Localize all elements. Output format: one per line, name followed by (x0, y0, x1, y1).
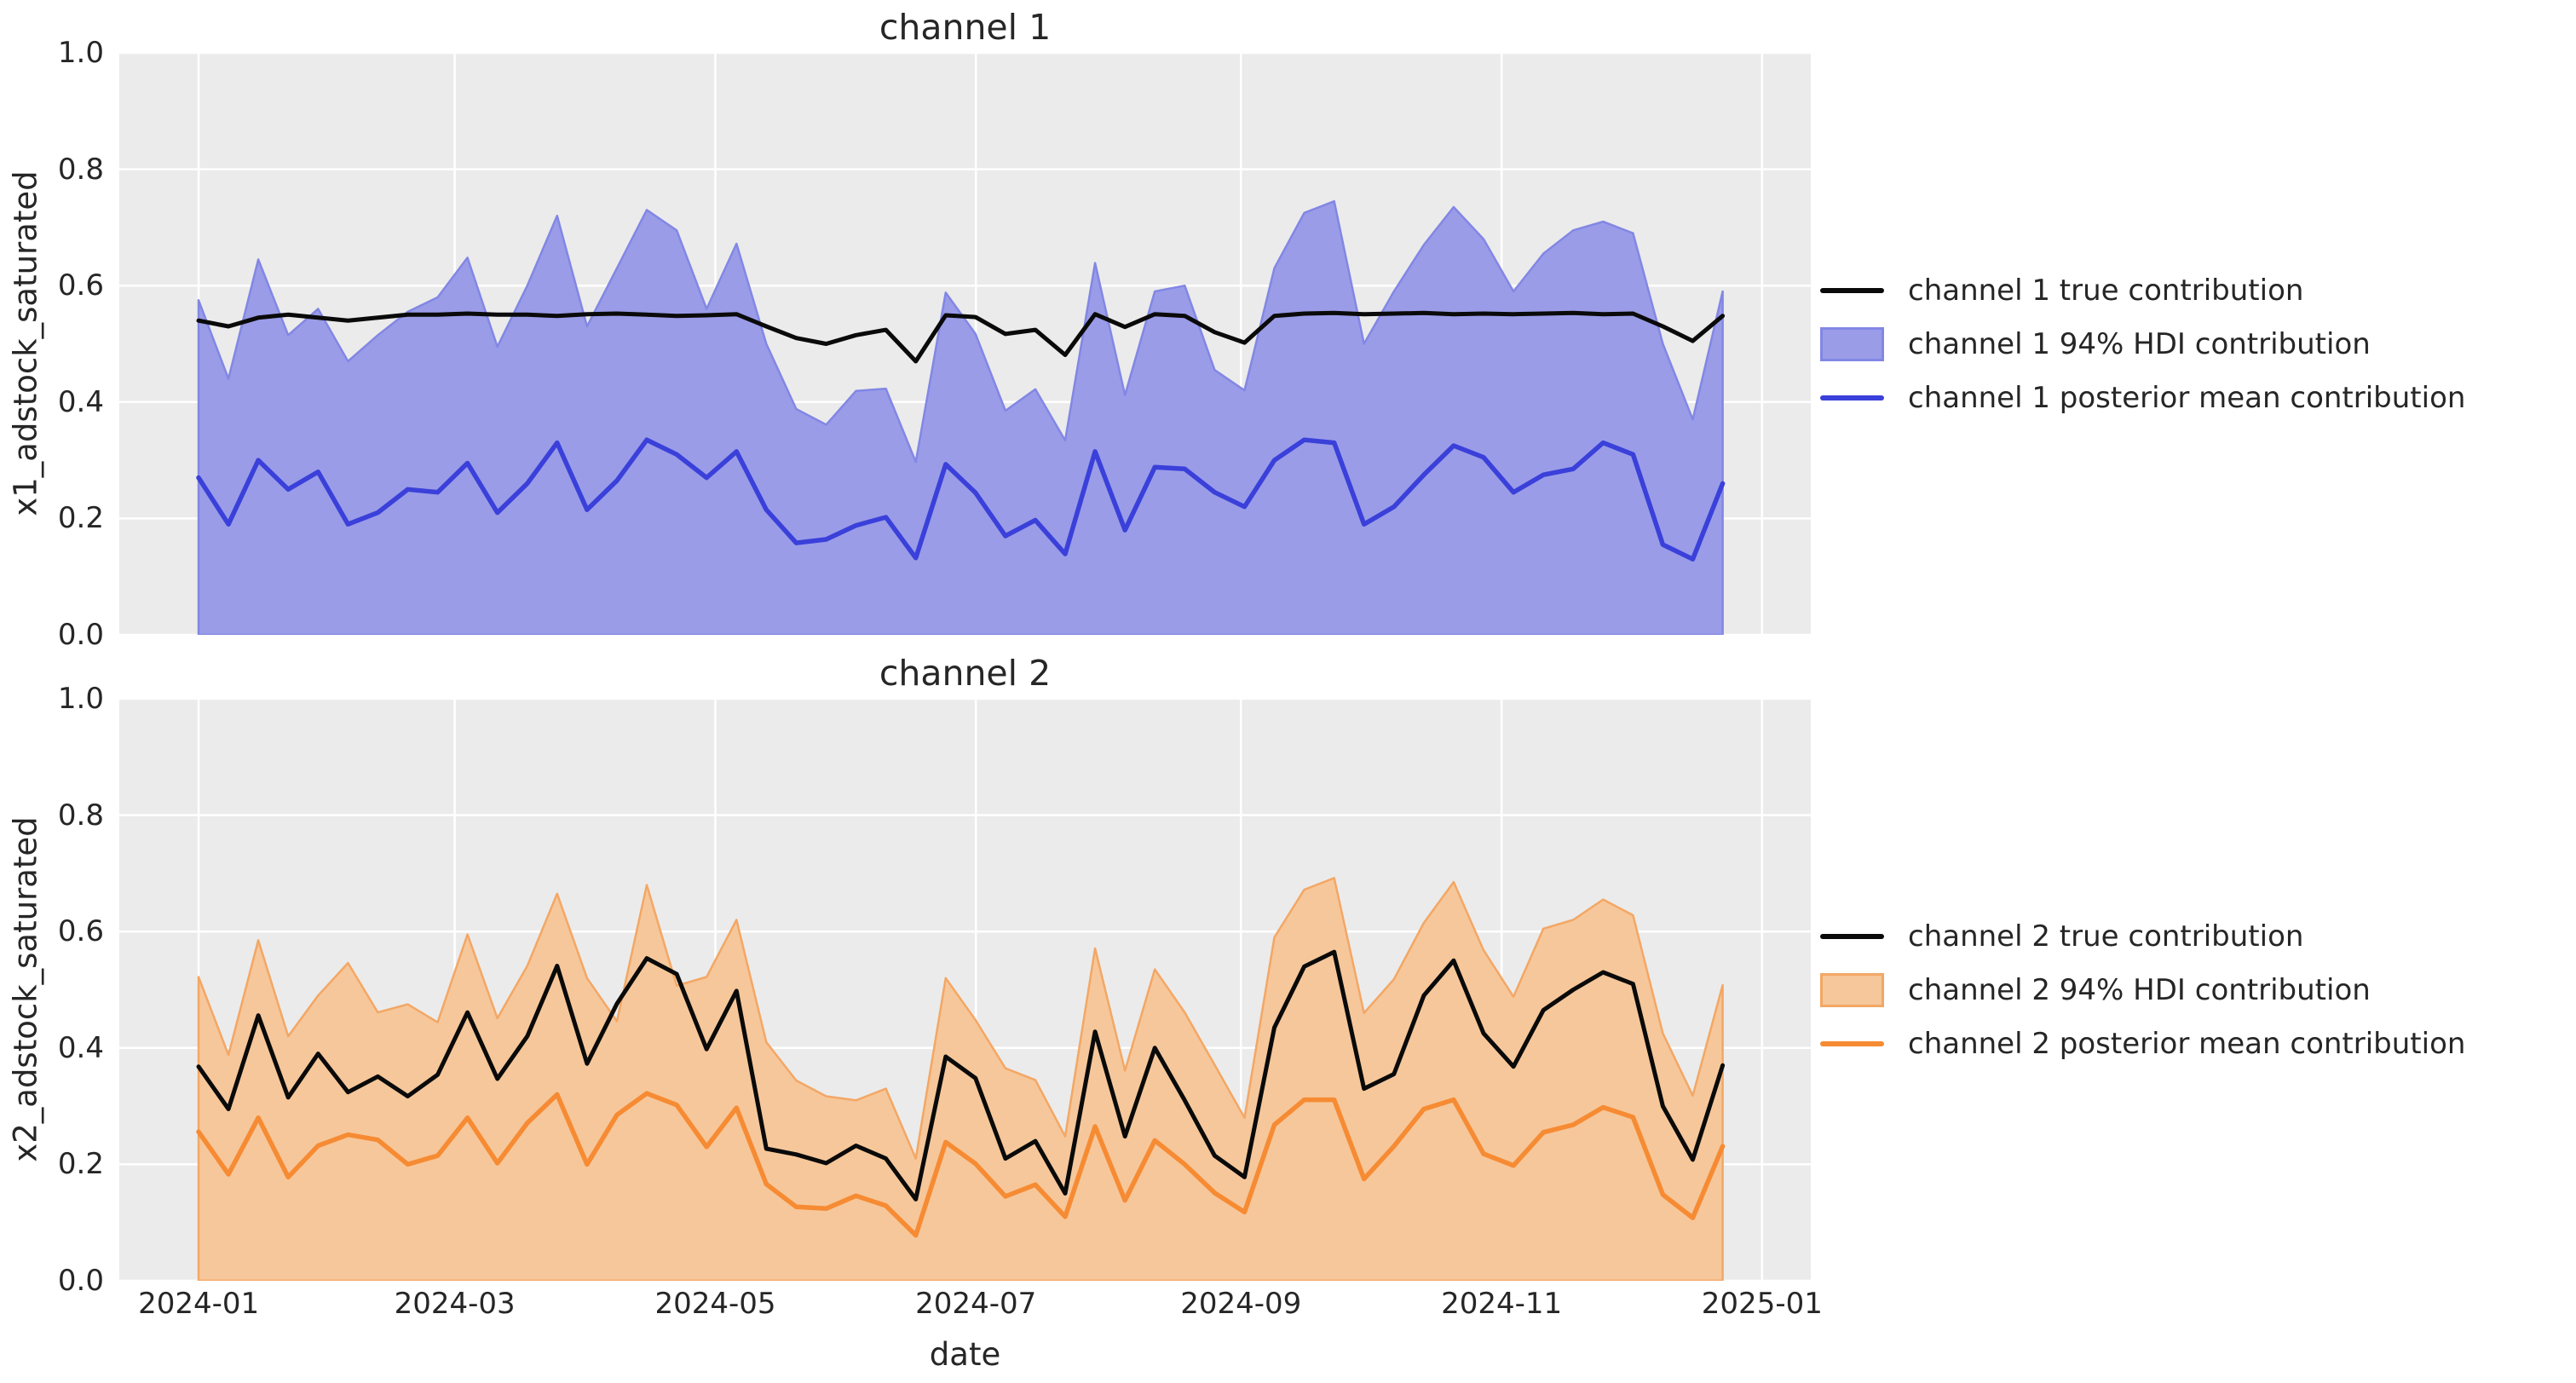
legend-label: channel 2 posterior mean contribution (1908, 1026, 2466, 1061)
y-tick-label: 0.6 (57, 914, 104, 949)
legend-label: channel 1 94% HDI contribution (1908, 326, 2371, 361)
subplot1-title: channel 1 (879, 7, 1052, 48)
x-axis-label: date (929, 1336, 1001, 1373)
y-tick-label: 1.0 (57, 682, 104, 716)
x-tick-label: 2024-09 (1180, 1287, 1302, 1321)
x-tick-label: 2025-01 (1701, 1287, 1823, 1321)
y-tick-label: 0.2 (57, 1147, 104, 1182)
subplot1-canvas (119, 53, 1811, 635)
y-tick-label: 0.4 (57, 384, 104, 419)
true-contribution-line (196, 310, 1726, 364)
hdi-band (197, 877, 1724, 1281)
subplot1-y-axis-label: x1_adstock_saturated (7, 170, 44, 516)
legend-patch-swatch-icon (1820, 326, 1884, 361)
legend-line-swatch-icon (1820, 287, 1884, 293)
legend-line-swatch-icon (1820, 933, 1884, 939)
true-contribution-line (196, 949, 1726, 1201)
legend-entry: channel 1 posterior mean contribution (1820, 371, 2465, 424)
y-tick-label: 0.0 (57, 1264, 104, 1298)
x-tick-label: 2024-05 (654, 1287, 776, 1321)
subplot2-title: channel 2 (879, 653, 1052, 694)
x-tick-label: 2024-11 (1441, 1287, 1563, 1321)
hdi-band (197, 199, 1724, 635)
legend-label: channel 2 true contribution (1908, 919, 2304, 954)
legend-line-swatch-icon (1820, 1040, 1884, 1046)
y-tick-label: 0.4 (57, 1030, 104, 1065)
subplot1-plot-area (119, 53, 1811, 635)
subplot2-y-axis-label: x2_adstock_saturated (7, 816, 44, 1162)
y-tick-label: 0.8 (57, 152, 104, 187)
legend-entry: channel 2 true contribution (1820, 909, 2465, 963)
subplot2-legend: channel 2 true contribution channel 2 94%… (1820, 909, 2465, 1070)
y-tick-label: 0.8 (57, 798, 104, 833)
x-tick-label: 2024-07 (915, 1287, 1037, 1321)
legend-entry: channel 1 true contribution (1820, 263, 2465, 317)
y-tick-label: 0.2 (57, 501, 104, 536)
subplot2-canvas (119, 699, 1811, 1281)
posterior-mean-line (196, 1091, 1726, 1238)
legend-patch-swatch-icon (1820, 972, 1884, 1007)
y-tick-label: 0.0 (57, 618, 104, 652)
legend-line-swatch-icon (1820, 395, 1884, 400)
legend-entry: channel 2 94% HDI contribution (1820, 963, 2465, 1017)
y-tick-label: 0.6 (57, 268, 104, 303)
posterior-mean-line (196, 437, 1726, 562)
x-tick-label: 2024-03 (394, 1287, 516, 1321)
legend-entry: channel 2 posterior mean contribution (1820, 1017, 2465, 1070)
legend-label: channel 2 94% HDI contribution (1908, 972, 2371, 1007)
subplot1-legend: channel 1 true contribution channel 1 94%… (1820, 263, 2465, 424)
subplot2-plot-area (119, 699, 1811, 1281)
x-tick-label: 2024-01 (138, 1287, 260, 1321)
y-tick-label: 1.0 (57, 36, 104, 70)
legend-label: channel 1 true contribution (1908, 273, 2304, 308)
legend-label: channel 1 posterior mean contribution (1908, 380, 2466, 415)
legend-entry: channel 1 94% HDI contribution (1820, 317, 2465, 371)
